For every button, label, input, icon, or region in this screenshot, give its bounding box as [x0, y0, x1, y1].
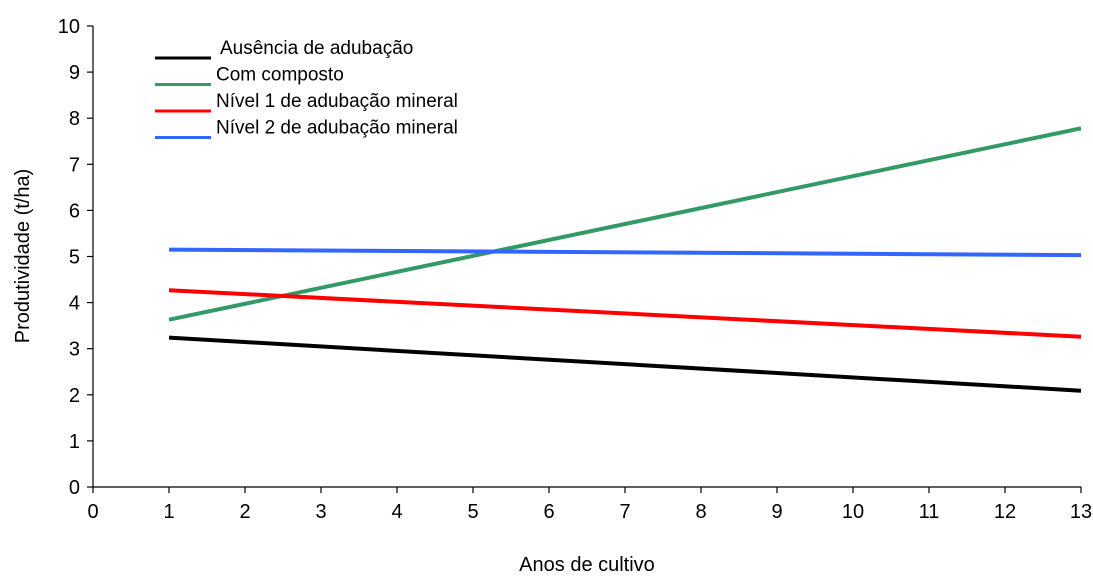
- y-tick-label: 1: [69, 431, 80, 453]
- y-tick-label: 5: [69, 247, 80, 269]
- x-tick-label: 12: [994, 501, 1016, 523]
- legend-label: Ausência de adubação: [220, 38, 413, 59]
- x-tick-label: 11: [919, 501, 940, 523]
- y-tick-label: 10: [58, 16, 80, 38]
- x-tick-label: 1: [163, 501, 174, 523]
- y-tick-label: 7: [69, 154, 80, 176]
- legend-label: Com composto: [216, 65, 344, 86]
- series-line: [168, 335, 1082, 393]
- x-tick-label: 10: [842, 501, 864, 523]
- y-tick-label: 3: [69, 339, 80, 361]
- x-tick-label: 8: [695, 501, 706, 523]
- y-tick-label: 9: [69, 62, 80, 84]
- x-tick-label: 3: [315, 501, 326, 523]
- y-tick-label: 0: [69, 477, 80, 499]
- y-tick-label: 4: [69, 293, 80, 315]
- x-tick-label: 13: [1070, 501, 1092, 523]
- x-tick-label: 4: [391, 501, 402, 523]
- x-tick-label: 9: [771, 501, 782, 523]
- x-tick-label: 6: [543, 501, 554, 523]
- series-line: [168, 126, 1082, 322]
- y-tick-label: 8: [69, 108, 80, 130]
- legend-label: Nível 2 de adubação mineral: [216, 118, 458, 139]
- x-tick-label: 2: [239, 501, 250, 523]
- series-line: [168, 247, 1082, 258]
- x-axis-title: Anos de cultivo: [519, 554, 655, 576]
- x-tick-label: 7: [619, 501, 630, 523]
- y-tick-label: 2: [69, 385, 80, 407]
- series-line: [168, 288, 1082, 339]
- series-group: [168, 126, 1082, 393]
- legend-label: Nível 1 de adubação mineral: [216, 91, 458, 112]
- y-tick-label: 6: [69, 200, 80, 222]
- legend: Ausência de adubação Com composto Nível 1 …: [155, 38, 458, 139]
- x-tick-label: 0: [87, 501, 98, 523]
- y-axis-title: Produtividade (t/ha): [12, 169, 34, 344]
- x-tick-label: 5: [467, 501, 478, 523]
